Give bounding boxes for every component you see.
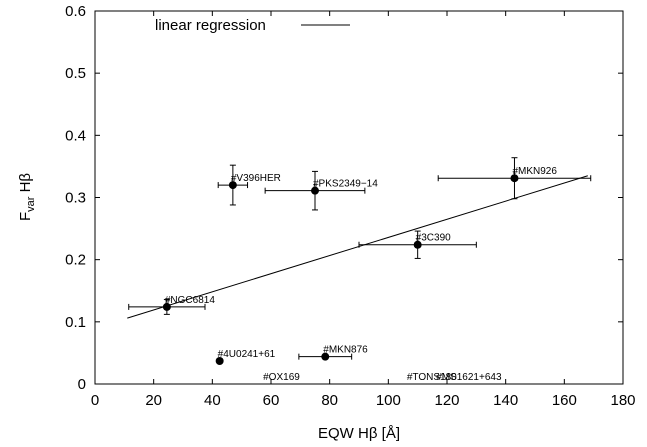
x-tick-label: 60 [263, 392, 280, 409]
data-point [321, 352, 330, 361]
y-tick-label: 0.5 [65, 65, 86, 82]
x-axis-label: EQW Hβ [Å] [318, 425, 400, 442]
x-axis-label-greek: β [369, 425, 378, 442]
y-tick-label: 0.4 [65, 127, 86, 144]
x-tick-label: 160 [552, 392, 577, 409]
data-point [311, 186, 319, 195]
y-axis-label-rest: H [17, 182, 34, 197]
point-label: #V396HER [231, 173, 281, 184]
x-tick-label: 0 [91, 392, 99, 409]
labels-layer: #NGC6814 #V396HER #PKS2349−14 #3C390 #MKN926… [165, 166, 558, 383]
x-tick-label: 140 [493, 392, 518, 409]
regression-layer [127, 175, 588, 319]
point-label: #MKN876 [323, 345, 368, 356]
point-label: #MKN926 [512, 166, 557, 177]
point-label: #MS1621+643 [436, 372, 502, 383]
y-axis-label-sub: var [25, 196, 37, 212]
x-tick-label: 20 [145, 392, 162, 409]
data-point [162, 302, 171, 311]
y-tick-label: 0.6 [65, 3, 86, 20]
x-tick-label: 40 [204, 392, 221, 409]
y-tick-label: 0.3 [65, 190, 86, 207]
point-label: #4U0241+61 [218, 349, 276, 360]
y-tick-label: 0.1 [65, 314, 86, 331]
y-axis-label-greek: β [17, 173, 34, 182]
y-tick-label: 0 [78, 376, 86, 393]
x-tick-label: 100 [376, 392, 401, 409]
data-point [510, 174, 519, 183]
point-label: #NGC6814 [165, 295, 215, 306]
point-label: #PKS2349−14 [313, 179, 378, 190]
x-tick-label: 180 [610, 392, 635, 409]
plot-area-border [94, 10, 624, 385]
x-tick-label: 120 [434, 392, 459, 409]
legend: linear regression [155, 17, 350, 34]
x-axis-label-unit: [Å] [377, 425, 400, 442]
y-tick-label: 0.2 [65, 252, 86, 269]
data-point [228, 181, 237, 190]
data-point [413, 240, 422, 249]
legend-entry-label: linear regression [155, 17, 266, 34]
y-axis-label: Fvar Hβ [17, 173, 37, 221]
data-point [215, 356, 224, 365]
ticks: 0 20 40 60 80 100 120 140 160 180 0 0.1 0.2 0.3 0.4 0.5… [65, 3, 635, 409]
x-axis-label-main: EQW H [318, 425, 369, 442]
plot-frame [94, 10, 624, 385]
point-label: #3C390 [416, 233, 451, 244]
y-axis-label-main: F [17, 212, 34, 221]
point-label: #OX169 [263, 372, 300, 383]
point-label: #TONS180 [407, 372, 457, 383]
x-tick-label: 80 [321, 392, 338, 409]
regression-line [127, 175, 588, 319]
points-layer [128, 157, 592, 365]
